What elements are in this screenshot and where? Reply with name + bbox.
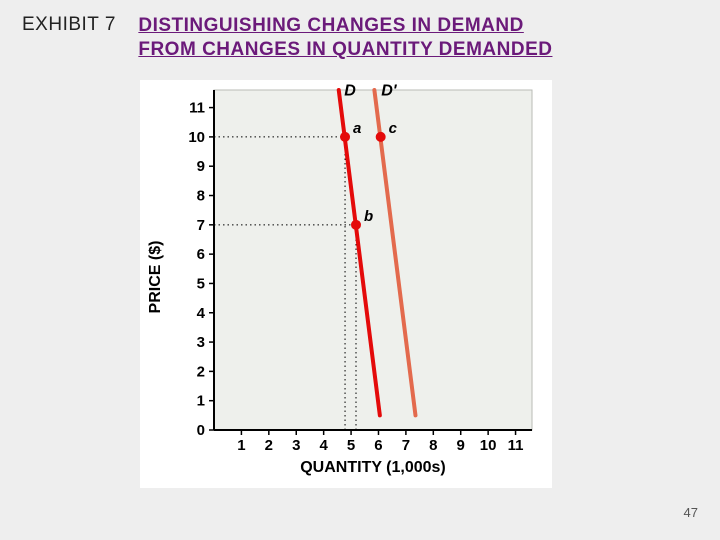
svg-text:3: 3 [197,334,205,351]
svg-text:1: 1 [237,437,245,454]
chart-svg: DD'acb012345678910111234567891011QUANTIT… [140,80,552,488]
page-number: 47 [684,505,698,520]
svg-text:c: c [389,120,398,137]
svg-text:PRICE ($): PRICE ($) [147,241,164,314]
svg-text:11: 11 [508,437,524,454]
svg-text:2: 2 [265,437,273,454]
svg-text:7: 7 [402,437,410,454]
slide-title: DISTINGUISHING CHANGES IN DEMAND FROM CH… [138,14,552,62]
header: EXHIBIT 7 DISTINGUISHING CHANGES IN DEMA… [22,14,698,62]
svg-text:D: D [344,82,356,99]
svg-text:8: 8 [197,188,205,205]
svg-text:D': D' [381,82,398,99]
svg-text:11: 11 [189,100,205,117]
svg-text:5: 5 [347,437,355,454]
svg-text:6: 6 [197,246,205,263]
svg-text:b: b [364,208,373,225]
svg-text:4: 4 [197,305,206,322]
svg-text:QUANTITY (1,000s): QUANTITY (1,000s) [300,459,446,476]
svg-text:5: 5 [197,275,205,292]
slide: EXHIBIT 7 DISTINGUISHING CHANGES IN DEMA… [0,0,720,540]
svg-text:10: 10 [480,437,497,454]
svg-text:2: 2 [197,363,205,380]
title-line-2: FROM CHANGES IN QUANTITY DEMANDED [138,39,552,60]
svg-text:6: 6 [374,437,382,454]
svg-text:7: 7 [197,217,205,234]
svg-text:a: a [353,120,361,137]
svg-text:1: 1 [197,393,205,410]
svg-text:9: 9 [197,158,205,175]
svg-text:8: 8 [429,437,437,454]
svg-text:9: 9 [457,437,465,454]
exhibit-label: EXHIBIT 7 [22,14,116,36]
title-line-1: DISTINGUISHING CHANGES IN DEMAND [138,15,523,36]
svg-text:0: 0 [197,422,205,439]
svg-text:3: 3 [292,437,300,454]
svg-text:10: 10 [188,129,205,146]
svg-text:4: 4 [319,437,328,454]
demand-chart: DD'acb012345678910111234567891011QUANTIT… [140,80,552,488]
